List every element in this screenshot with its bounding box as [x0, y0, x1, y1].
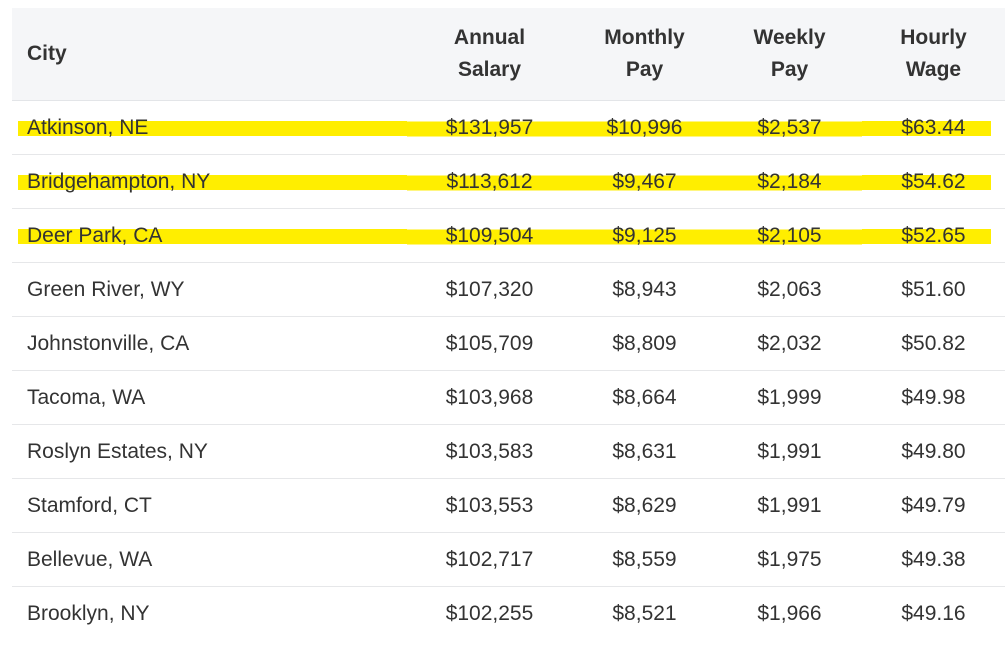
table-row: Bridgehampton, NY $113,612 $9,467 $2,184…: [12, 154, 1005, 209]
cell-weekly-pay: $2,537: [717, 100, 862, 155]
cell-hourly-wage: $49.38: [862, 532, 1005, 587]
cell-annual-salary: $103,968: [407, 370, 572, 425]
cell-hourly-wage: $54.62: [862, 154, 1005, 209]
column-header-weekly-line2: Pay: [770, 58, 809, 81]
cell-annual-salary: $109,504: [407, 208, 572, 263]
table-row: Roslyn Estates, NY $103,583 $8,631 $1,99…: [12, 424, 1005, 479]
table-row: Johnstonville, CA $105,709 $8,809 $2,032…: [12, 316, 1005, 371]
cell-weekly-pay: $1,966: [757, 601, 822, 625]
table-body: Atkinson, NE $131,957 $10,996 $2,537 $63…: [12, 100, 1005, 641]
cell-monthly-pay: $8,809: [572, 316, 717, 371]
table-row: Brooklyn, NY $102,255 $8,521 $1,966 $49.…: [12, 587, 1005, 641]
cell-city: Bridgehampton, NY: [12, 154, 407, 209]
table-row: Green River, WY $107,320 $8,943 $2,063 $…: [12, 262, 1005, 317]
salary-table: City Annual Salary Monthly Pay Weekly Pa…: [12, 8, 1005, 640]
column-header-annual-line2: Salary: [457, 58, 522, 81]
column-header-monthly-line2: Pay: [625, 58, 664, 81]
column-header-monthly-line1: Monthly: [604, 26, 685, 49]
cell-hourly-wage: $49.98: [862, 370, 1005, 425]
cell-monthly-pay: $10,996: [572, 100, 717, 155]
column-header-city[interactable]: City: [12, 8, 407, 101]
cell-annual-salary: $105,709: [407, 316, 572, 371]
cell-weekly-pay: $1,991: [717, 424, 862, 479]
column-header-weekly-line1: Weekly: [753, 26, 826, 49]
cell-monthly-pay: $8,631: [572, 424, 717, 479]
table-row: Bellevue, WA $102,717 $8,559 $1,975 $49.…: [12, 532, 1005, 587]
cell-hourly-wage: $52.65: [862, 208, 1005, 263]
cell-weekly-pay: $2,105: [717, 208, 862, 263]
cell-city: Deer Park, CA: [12, 208, 407, 263]
cell-annual-salary: $103,553: [407, 478, 572, 533]
cell-weekly-pay: $2,184: [717, 154, 862, 209]
column-header-hourly-line1: Hourly: [900, 26, 967, 49]
column-header-city-label: City: [27, 42, 67, 65]
column-header-annual-salary[interactable]: Annual Salary: [407, 8, 572, 101]
cell-weekly-pay: $1,999: [717, 370, 862, 425]
cell-weekly-pay: $2,032: [717, 316, 862, 371]
cell-hourly-wage: $51.60: [862, 262, 1005, 317]
column-header-monthly-pay[interactable]: Monthly Pay: [572, 8, 717, 101]
cell-city: Atkinson, NE: [12, 100, 407, 155]
cell-annual-salary: $131,957: [407, 100, 572, 155]
cell-hourly-wage: $49.16: [901, 601, 966, 625]
cell-city: Green River, WY: [12, 262, 407, 317]
cell-monthly-pay: $8,629: [572, 478, 717, 533]
column-header-annual-line1: Annual: [453, 26, 526, 49]
cell-weekly-pay: $1,991: [717, 478, 862, 533]
cell-weekly-pay: $2,063: [717, 262, 862, 317]
cell-annual-salary: $102,717: [407, 532, 572, 587]
column-header-hourly-wage[interactable]: Hourly Wage: [862, 8, 1005, 101]
cell-annual-salary: $107,320: [407, 262, 572, 317]
cell-city: Brooklyn, NY: [27, 601, 150, 625]
table-header: City Annual Salary Monthly Pay Weekly Pa…: [12, 8, 1005, 101]
column-header-weekly-pay[interactable]: Weekly Pay: [717, 8, 862, 101]
cell-weekly-pay: $1,975: [717, 532, 862, 587]
cell-monthly-pay: $9,125: [572, 208, 717, 263]
cell-hourly-wage: $50.82: [862, 316, 1005, 371]
column-header-hourly-line2: Wage: [905, 58, 962, 81]
cell-annual-salary: $113,612: [407, 154, 572, 209]
table-row: Atkinson, NE $131,957 $10,996 $2,537 $63…: [12, 100, 1005, 155]
cell-monthly-pay: $8,664: [572, 370, 717, 425]
cell-annual-salary: $103,583: [407, 424, 572, 479]
cell-monthly-pay: $9,467: [572, 154, 717, 209]
cell-annual-salary: $102,255: [445, 601, 534, 625]
cell-hourly-wage: $63.44: [862, 100, 1005, 155]
cell-city: Stamford, CT: [12, 478, 407, 533]
cell-hourly-wage: $49.80: [862, 424, 1005, 479]
cell-city: Johnstonville, CA: [12, 316, 407, 371]
table-row: Stamford, CT $103,553 $8,629 $1,991 $49.…: [12, 478, 1005, 533]
cell-monthly-pay: $8,559: [572, 532, 717, 587]
table-row: Tacoma, WA $103,968 $8,664 $1,999 $49.98: [12, 370, 1005, 425]
cell-city: Tacoma, WA: [12, 370, 407, 425]
cell-monthly-pay: $8,943: [572, 262, 717, 317]
cell-monthly-pay: $8,521: [612, 601, 677, 625]
cell-hourly-wage: $49.79: [862, 478, 1005, 533]
cell-city: Bellevue, WA: [12, 532, 407, 587]
salary-table-container: City Annual Salary Monthly Pay Weekly Pa…: [12, 8, 1005, 640]
header-row: City Annual Salary Monthly Pay Weekly Pa…: [12, 8, 1005, 101]
cell-city: Roslyn Estates, NY: [12, 424, 407, 479]
table-row: Deer Park, CA $109,504 $9,125 $2,105 $52…: [12, 208, 1005, 263]
